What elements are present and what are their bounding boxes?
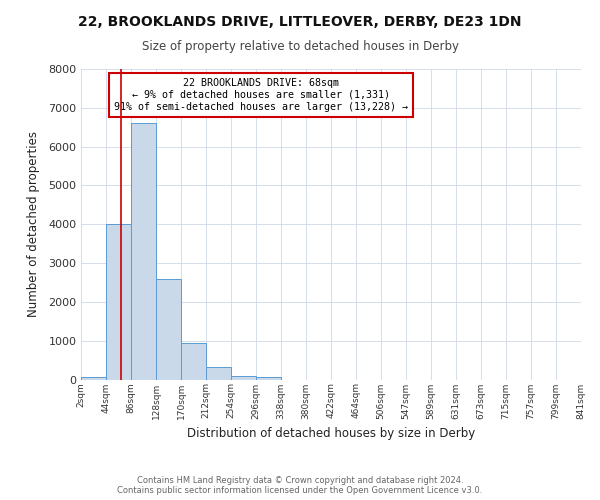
Bar bbox=[131, 124, 156, 380]
Bar bbox=[156, 278, 181, 380]
Bar bbox=[256, 377, 281, 380]
Bar bbox=[181, 342, 206, 380]
Bar bbox=[231, 376, 256, 380]
Text: 22, BROOKLANDS DRIVE, LITTLEOVER, DERBY, DE23 1DN: 22, BROOKLANDS DRIVE, LITTLEOVER, DERBY,… bbox=[78, 15, 522, 29]
Text: 22 BROOKLANDS DRIVE: 68sqm
← 9% of detached houses are smaller (1,331)
91% of se: 22 BROOKLANDS DRIVE: 68sqm ← 9% of detac… bbox=[114, 78, 408, 112]
Text: Contains HM Land Registry data © Crown copyright and database right 2024.
Contai: Contains HM Land Registry data © Crown c… bbox=[118, 476, 482, 495]
Text: Size of property relative to detached houses in Derby: Size of property relative to detached ho… bbox=[142, 40, 458, 53]
Bar bbox=[206, 367, 231, 380]
Y-axis label: Number of detached properties: Number of detached properties bbox=[27, 132, 40, 318]
Bar bbox=[82, 377, 106, 380]
Bar bbox=[106, 224, 131, 380]
X-axis label: Distribution of detached houses by size in Derby: Distribution of detached houses by size … bbox=[187, 427, 475, 440]
